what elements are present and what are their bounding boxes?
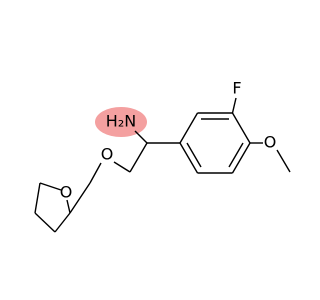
- bond: [231, 112, 251, 144]
- bond: [134, 130, 148, 144]
- bonds: [34, 97, 291, 233]
- bond: [113, 161, 131, 173]
- bond: [179, 142, 199, 174]
- bond: [34, 212, 56, 233]
- atom-label: O: [264, 133, 277, 152]
- atom-label: H₂N: [106, 112, 136, 131]
- bond: [231, 142, 251, 174]
- bond: [89, 162, 102, 184]
- bond: [228, 142, 244, 168]
- amine-highlight: [95, 107, 147, 137]
- bond: [186, 142, 202, 168]
- bond: [129, 142, 148, 173]
- atom-label: F: [232, 79, 241, 98]
- bond: [69, 182, 91, 214]
- bond: [276, 149, 291, 173]
- bond: [231, 97, 237, 114]
- bond: [34, 182, 41, 214]
- background: [0, 0, 300, 300]
- bond: [179, 112, 199, 144]
- atom-label: O: [101, 145, 114, 164]
- bond: [66, 199, 71, 214]
- bond: [39, 182, 62, 191]
- bond: [54, 212, 71, 233]
- atom-label: O: [60, 183, 73, 202]
- molecule-diagram: H₂N F O O O: [0, 0, 300, 300]
